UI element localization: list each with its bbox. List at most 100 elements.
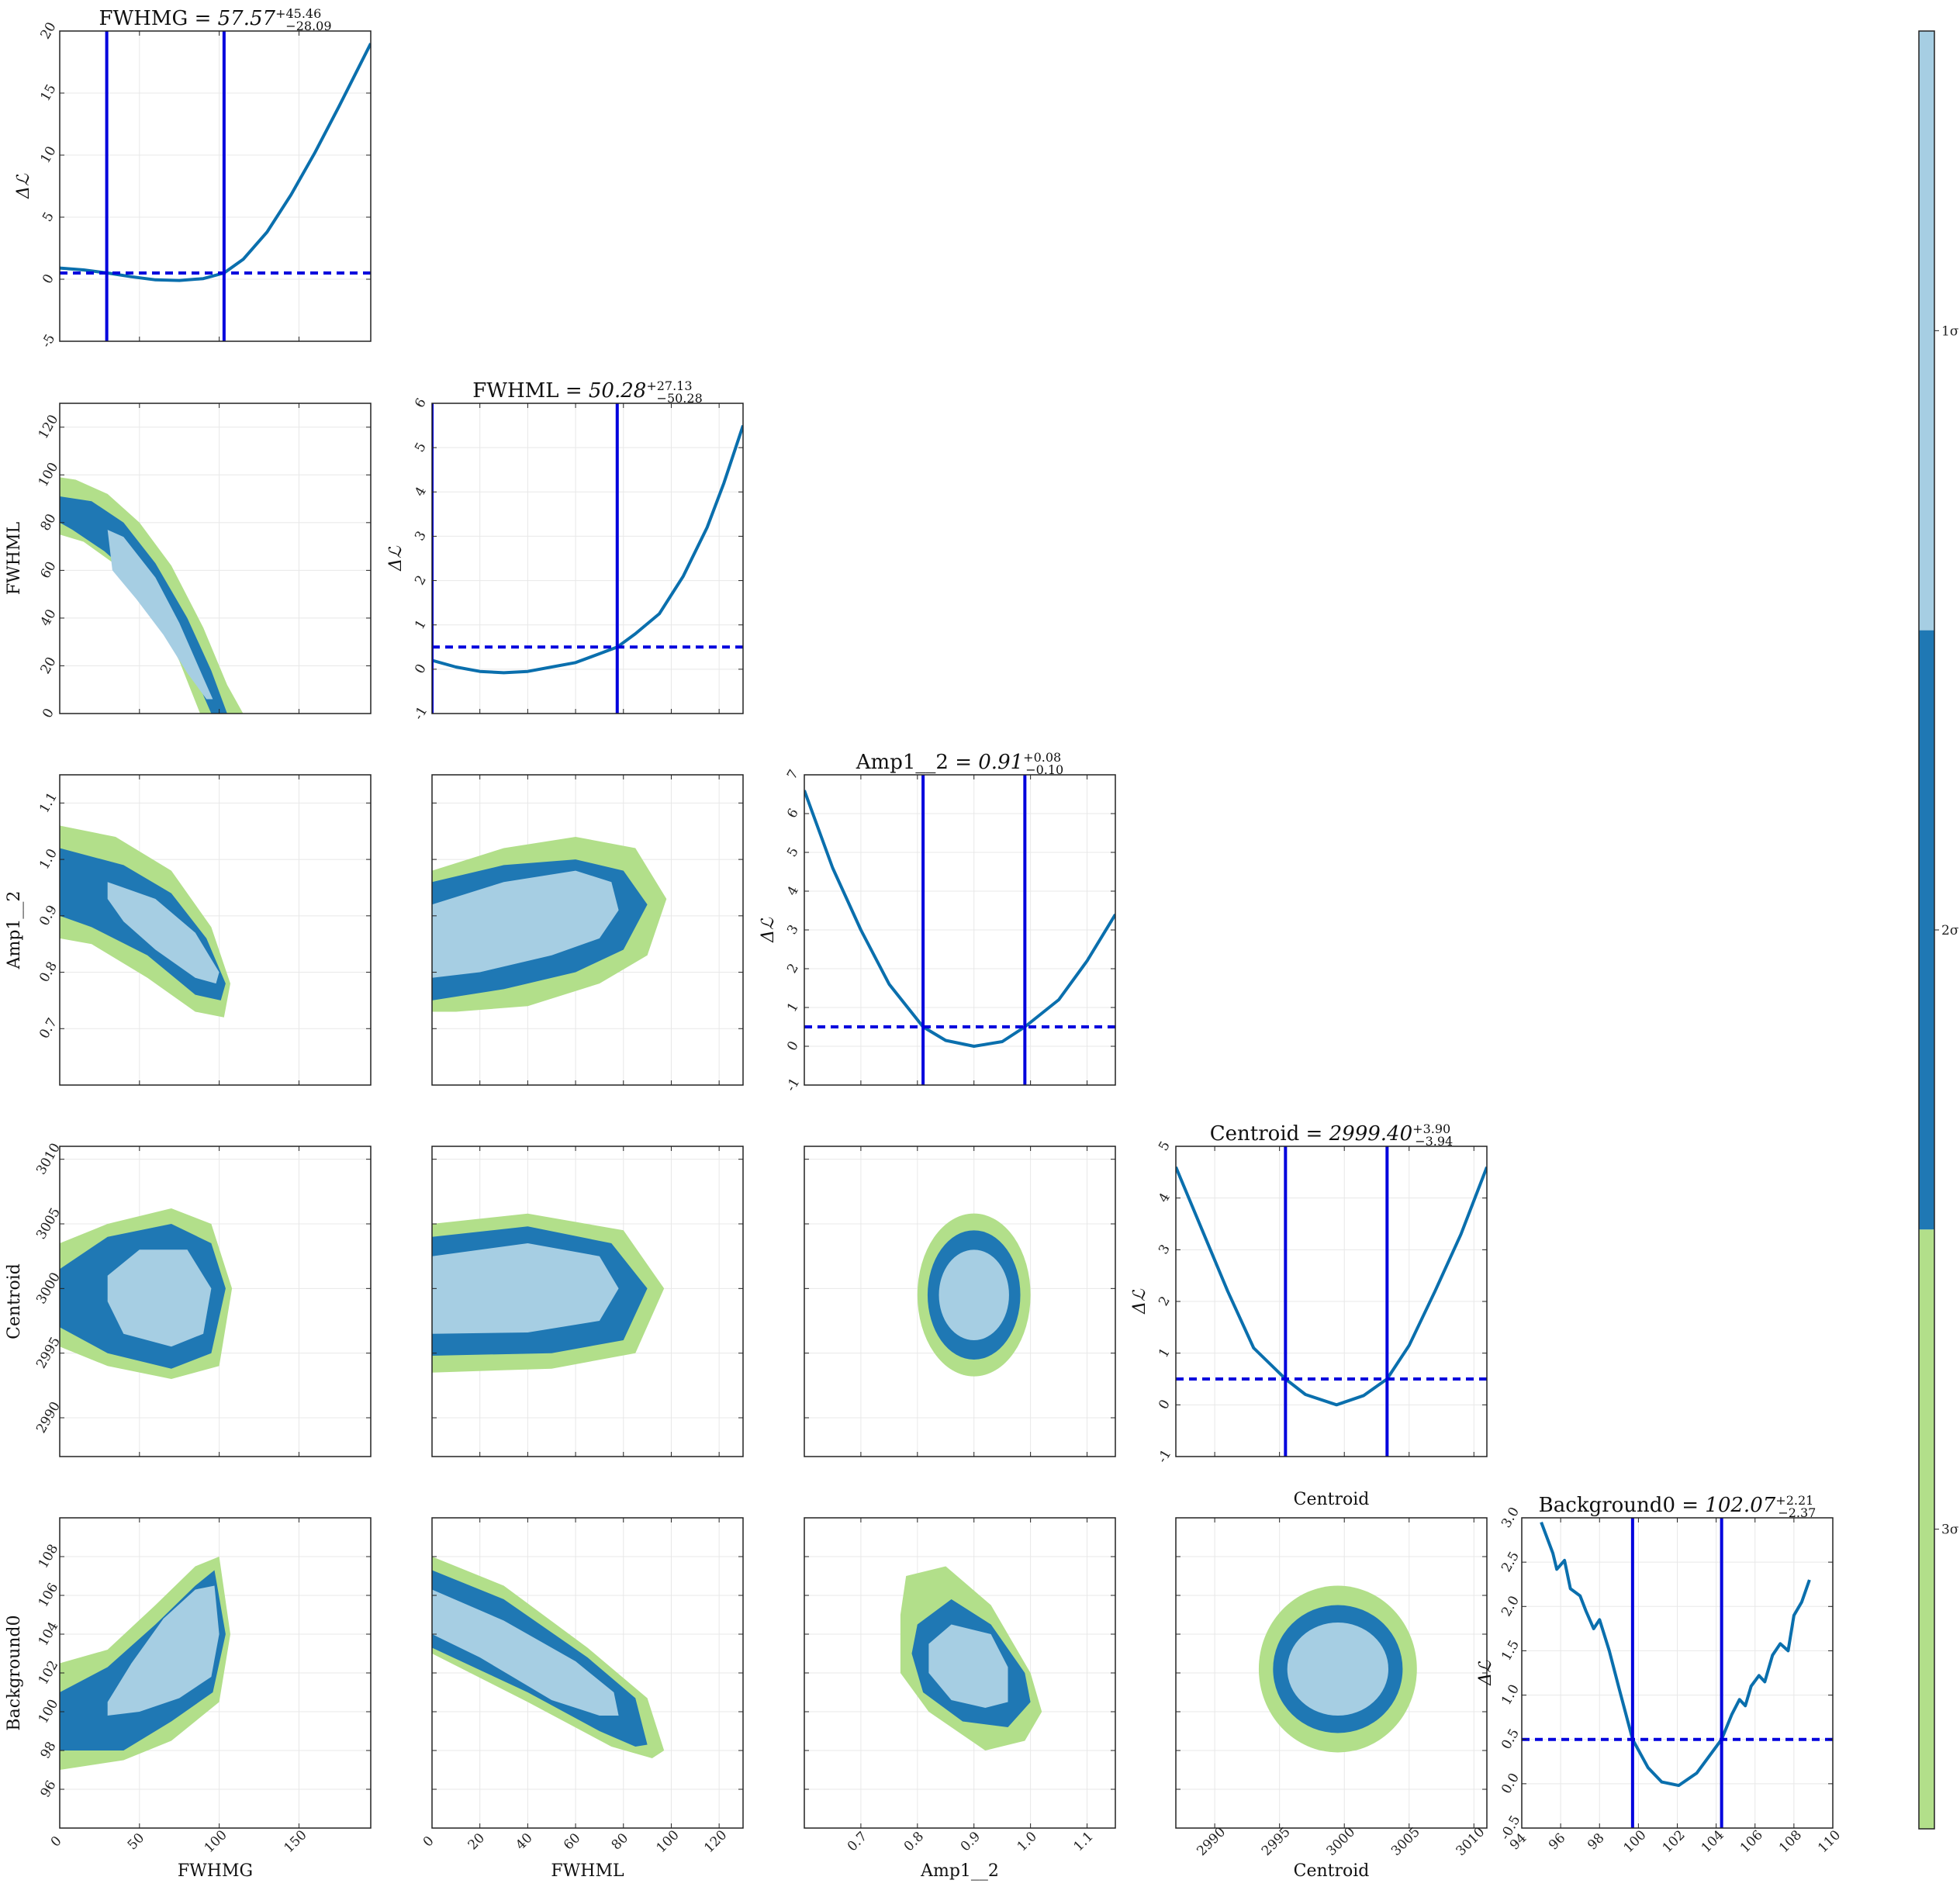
x-tick-label: 1.0 [1015, 1829, 1040, 1854]
panel-frame [804, 1517, 1116, 1829]
profile-curve [1176, 1166, 1487, 1407]
contour-1sigma [432, 1243, 619, 1334]
contour-1sigma [432, 870, 619, 978]
panel-frame [431, 1146, 744, 1457]
y-tick-label: 2.5 [1499, 1549, 1523, 1574]
colorbar-segment [1919, 31, 1934, 631]
panel-FWHMG-vs-Background0: 96 98 100 102 104 106 108 Background0 0 50 100 150 F… [5, 1517, 372, 1881]
y-tick-label: -1 [411, 704, 431, 723]
colorbar-segment [1919, 630, 1934, 1230]
panel-frame [1175, 1517, 1488, 1829]
panel-Amp1__2-vs-Background0: 0.7 0.8 0.9 1.0 1.1 Amp1__2 [804, 1517, 1116, 1881]
x-tick-label: 120 [701, 1827, 730, 1856]
x-tick-label: 150 [282, 1827, 310, 1856]
y-tick-label: 2 [784, 961, 802, 976]
y-tick-label: 3 [412, 528, 430, 543]
y-tick-label: 5 [1156, 1139, 1174, 1153]
contour-1sigma [1287, 1623, 1389, 1716]
profile-title: Centroid = 2999.40+3.90 −3.94 [1210, 1121, 1453, 1149]
panel-FWHMG-vs-FWHML: 0 20 40 60 80 100 120 FWHML [5, 403, 372, 721]
y-tick-label: 100 [36, 460, 62, 489]
profile-group [1522, 1518, 1833, 1828]
y-tick-label: 3010 [33, 1141, 64, 1177]
x-axis-label-FWHMG: FWHMG [178, 1861, 253, 1881]
y-tick-label: 100 [36, 1697, 62, 1726]
y-tick-label: 7 [784, 767, 802, 782]
title-minus: −2.37 [1778, 1505, 1816, 1520]
y-tick-label: 80 [37, 511, 59, 534]
title-param: FWHMG = [99, 7, 217, 30]
panel-Centroid-vs-Background0: 2990 2995 3000 3005 3010 Centroid [1175, 1517, 1488, 1881]
panel-frame [59, 774, 372, 1086]
contour-2sigma [60, 496, 227, 714]
contour-group [432, 1557, 665, 1758]
y-tick-label: 5 [784, 845, 802, 859]
y-tick-label: 20 [37, 655, 59, 677]
y-axis-label-Background0: Background0 [5, 1615, 24, 1730]
contour-group [60, 477, 244, 714]
y-axis-label-delta-L: Δℒ [386, 545, 406, 572]
profile-title: FWHMG = 57.57+45.46 −28.09 [99, 6, 331, 33]
colorbar: 1σ 2σ 3σ [1918, 30, 1959, 1830]
y-tick-label: 0.9 [36, 903, 60, 928]
y-tick-label: 6 [784, 806, 802, 821]
y-tick-label: 1.5 [1499, 1637, 1523, 1663]
y-tick-label: 104 [36, 1619, 62, 1649]
x-tick-label: 0.8 [901, 1829, 927, 1854]
title-minus: −28.09 [285, 19, 331, 33]
profile-curve [60, 43, 371, 282]
y-tick-label: 1.0 [36, 846, 60, 872]
x-tick-label: 100 [654, 1827, 683, 1856]
y-tick-label: -5 [39, 332, 59, 351]
profile-curve [804, 790, 1115, 1048]
contour-group [60, 1557, 230, 1770]
x-tick-label: 110 [1815, 1827, 1844, 1856]
panel-profile-FWHMG: -5 0 5 10 15 20 Δℒ FWHMG = 57.57+45.46 −28.09 [14, 6, 372, 351]
y-tick-label: 0 [40, 271, 57, 286]
contour-1sigma [939, 1249, 1009, 1340]
y-tick-label: 106 [36, 1581, 62, 1610]
y-tick-label: 4 [784, 883, 802, 898]
y-tick-label: 120 [36, 412, 62, 441]
profile-group [60, 31, 371, 341]
x-tick-label: 80 [609, 1830, 631, 1853]
x-tick-label: 3010 [1454, 1824, 1488, 1859]
contour-1sigma [107, 530, 213, 700]
contour-group [60, 825, 230, 1018]
x-axis-label-Amp1__2: Amp1__2 [920, 1861, 999, 1881]
title-minus: −3.94 [1415, 1134, 1453, 1149]
x-tick-label: 96 [1546, 1830, 1568, 1853]
x-tick-label: 100 [1620, 1827, 1649, 1856]
contour-1sigma [107, 882, 220, 984]
y-tick-label: 1 [1156, 1346, 1174, 1360]
y-tick-label: 1 [784, 1000, 802, 1014]
y-tick-label: 1.0 [1499, 1682, 1523, 1708]
contour-1sigma [432, 1589, 619, 1716]
y-axis-label-Amp1__2: Amp1__2 [5, 891, 24, 970]
x-tick-label: 50 [125, 1830, 147, 1853]
panel-profile-FWHML: -1 0 1 2 3 4 5 6 Δℒ FWHML = 50.28+27.13 −50.28 [386, 378, 744, 723]
y-tick-label: 6 [412, 396, 430, 410]
y-tick-label: 108 [36, 1542, 62, 1571]
panel-FWHML-vs-Amp1__2 [431, 774, 744, 1086]
title-best: 50.28 [589, 379, 646, 403]
panel-frame [59, 1517, 372, 1829]
y-tick-label: 2990 [33, 1399, 64, 1436]
y-tick-label: 0.0 [1499, 1771, 1523, 1796]
title-best: 102.07 [1705, 1494, 1775, 1517]
colorbar-label: 1σ [1941, 323, 1959, 339]
title-best: 2999.40 [1329, 1122, 1413, 1146]
x-tick-label: 1.1 [1071, 1829, 1097, 1854]
panel-frame [59, 1146, 372, 1457]
y-tick-label: 3 [1156, 1242, 1174, 1256]
y-tick-label: 5 [412, 440, 430, 454]
x-axis-label-Centroid: Centroid [1294, 1490, 1370, 1509]
y-tick-label: 2 [412, 573, 430, 588]
y-axis-label-delta-L: Δℒ [1130, 1288, 1149, 1315]
panel-FWHML-vs-Centroid [431, 1146, 744, 1457]
profile-title: FWHML = 50.28+27.13 −50.28 [472, 378, 703, 406]
contour-1sigma [928, 1624, 1008, 1708]
contour-1sigma [107, 1249, 212, 1347]
y-tick-label: 20 [37, 19, 59, 42]
